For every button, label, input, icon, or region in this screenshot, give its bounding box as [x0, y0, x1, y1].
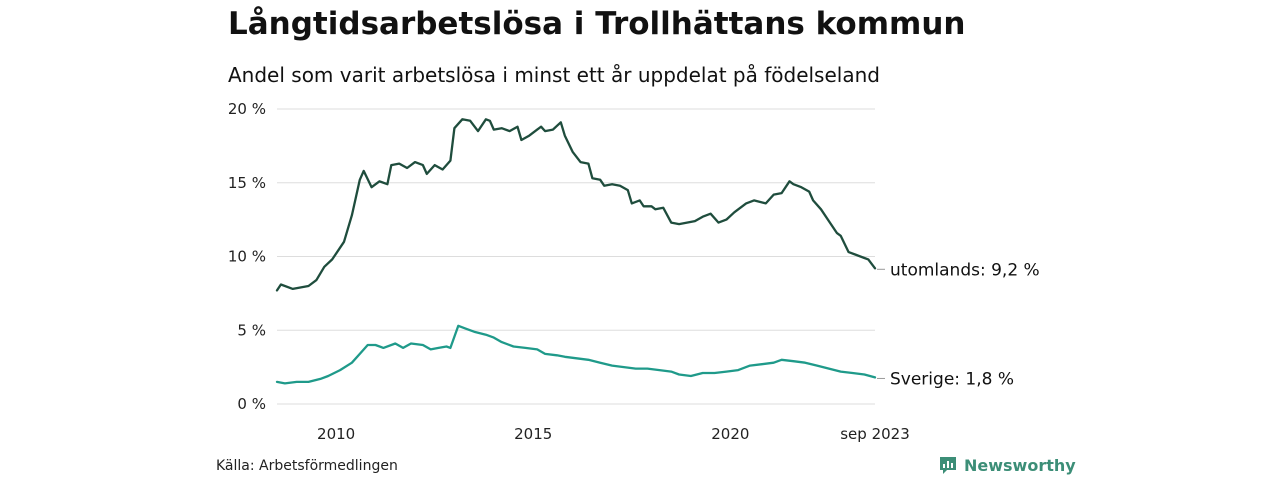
chart-subtitle: Andel som varit arbetslösa i minst ett å… — [228, 63, 880, 87]
x-tick-label: 2010 — [317, 425, 355, 443]
chart-title: Långtidsarbetslösa i Trollhättans kommun — [228, 6, 966, 42]
series-end-label: utomlands: 9,2 % — [890, 260, 1040, 280]
y-tick-label: 5 % — [237, 321, 266, 339]
y-tick-label: 15 % — [228, 174, 266, 192]
bar-chart-icon — [940, 457, 956, 474]
y-tick-label: 10 % — [228, 248, 266, 266]
x-tick-label: sep 2023 — [840, 425, 910, 443]
source-note: Källa: Arbetsförmedlingen — [216, 458, 398, 474]
series-end-label: Sverige: 1,8 % — [890, 369, 1014, 389]
x-tick-label: 2020 — [711, 425, 749, 443]
series-line-sverige — [275, 324, 877, 385]
y-tick-label: 0 % — [237, 395, 266, 413]
brand-name: Newsworthy — [964, 455, 1076, 475]
x-tick-label: 2015 — [514, 425, 552, 443]
series-line-utomlands — [275, 118, 877, 292]
brand-logo: Newsworthy — [938, 455, 1076, 475]
y-tick-label: 20 % — [228, 100, 266, 118]
